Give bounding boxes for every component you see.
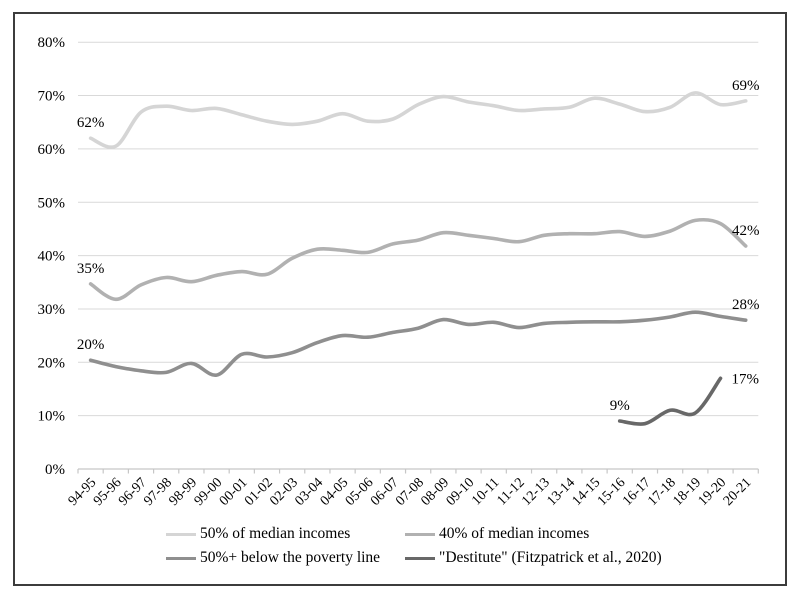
legend-label: 50%+ below the poverty line <box>200 549 381 566</box>
x-axis-label: 13-14 <box>544 475 578 509</box>
legend-item-40-median: 40% of median incomes <box>405 523 662 545</box>
x-axis-label: 99-00 <box>192 475 226 509</box>
legend-line-sample-icon <box>405 532 435 536</box>
x-axis-label: 09-10 <box>444 475 478 509</box>
legend-line-sample-icon <box>166 532 196 536</box>
y-axis-label: 20% <box>38 355 66 371</box>
x-axis-label: 12-13 <box>519 475 553 509</box>
x-axis-label: 07-08 <box>393 475 427 509</box>
x-axis-label: 96-97 <box>116 475 150 509</box>
x-axis-label: 15-16 <box>595 475 629 509</box>
x-axis-label: 02-03 <box>267 475 301 509</box>
series-line-4 <box>617 376 723 426</box>
y-axis-label: 30% <box>38 302 66 318</box>
x-axis-label: 20-21 <box>721 475 755 509</box>
legend-line-sample-icon <box>166 556 196 560</box>
x-axis-label: 16-17 <box>620 475 654 509</box>
x-axis-label: 17-18 <box>645 475 679 509</box>
series-line-1 <box>88 91 748 149</box>
x-axis-label: 00-01 <box>217 475 251 509</box>
x-axis-label: 10-11 <box>469 475 502 508</box>
x-axis-label: 03-04 <box>292 475 326 509</box>
y-axis-label: 0% <box>45 462 65 478</box>
x-axis-label: 11-12 <box>494 475 527 508</box>
x-axis-label: 08-09 <box>418 475 452 509</box>
y-axis-label: 40% <box>38 249 66 265</box>
legend-label: 40% of median incomes <box>439 525 590 542</box>
x-axis-label: 06-07 <box>368 475 402 509</box>
legend-label: 50% of median incomes <box>200 525 351 542</box>
data-label: 69% <box>732 78 760 94</box>
x-axis-label: 04-05 <box>318 475 352 509</box>
series-line-3 <box>88 310 748 377</box>
data-label: 35% <box>77 261 105 277</box>
data-label: 17% <box>732 371 760 387</box>
data-label: 20% <box>77 337 105 353</box>
y-axis-label: 80% <box>38 35 66 51</box>
x-axis-label: 19-20 <box>696 475 730 509</box>
y-axis-label: 60% <box>38 142 66 158</box>
x-axis-label: 14-15 <box>570 475 604 509</box>
x-axis-label: 01-02 <box>242 475 276 509</box>
y-axis-label: 50% <box>38 195 66 211</box>
x-axis-label: 05-06 <box>343 475 377 509</box>
legend-item-below-poverty: 50%+ below the poverty line <box>166 547 405 569</box>
x-axis-label: 95-96 <box>91 475 125 509</box>
x-axis-label: 94-95 <box>66 475 100 509</box>
legend-line-sample-icon <box>405 556 435 560</box>
data-label: 28% <box>732 297 760 313</box>
legend-item-50-median: 50% of median incomes <box>166 523 405 545</box>
legend-label: "Destitute" (Fitzpatrick et al., 2020) <box>439 549 662 566</box>
legend-item-destitute: "Destitute" (Fitzpatrick et al., 2020) <box>405 547 662 569</box>
y-axis-label: 10% <box>38 409 66 425</box>
data-label: 42% <box>732 223 760 239</box>
y-axis-label: 70% <box>38 89 66 105</box>
x-axis-label: 97-98 <box>141 475 175 509</box>
data-label: 62% <box>77 115 105 131</box>
x-axis-label: 98-99 <box>167 475 201 509</box>
data-label: 9% <box>610 398 630 414</box>
x-axis-label: 18-19 <box>670 475 704 509</box>
chart-legend: 50% of median incomes 40% of median inco… <box>166 523 662 569</box>
series-line-2 <box>88 217 748 302</box>
